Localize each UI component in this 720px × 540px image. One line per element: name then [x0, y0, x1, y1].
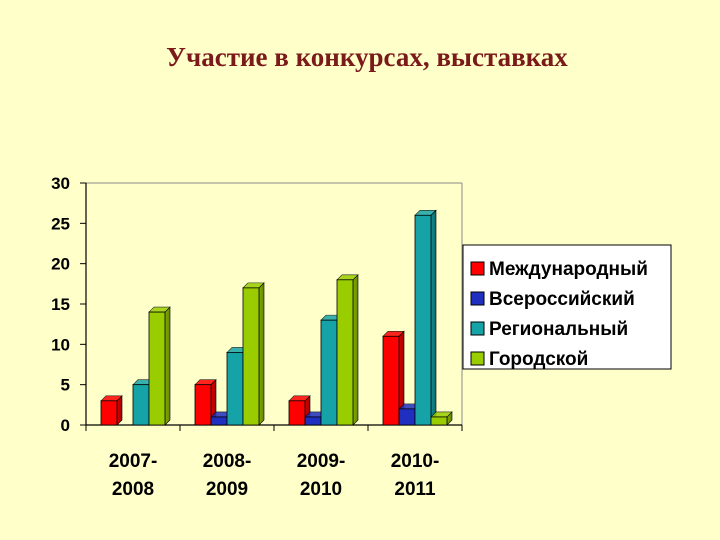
x-category-label: 2009 — [206, 479, 248, 500]
x-category-label: 2009- — [297, 451, 346, 472]
y-tick-label: 10 — [51, 335, 70, 354]
bar-side-shade — [447, 411, 452, 425]
legend-swatch — [470, 261, 485, 276]
bar — [242, 287, 260, 426]
legend-swatch — [470, 321, 485, 336]
bar-side-shade — [165, 307, 170, 425]
bar — [132, 384, 150, 426]
bar — [226, 351, 244, 426]
legend-entry: Городской — [489, 349, 588, 370]
bar-side-shade — [353, 274, 358, 425]
legend-entry: Всероссийский — [489, 289, 635, 310]
bar — [414, 214, 432, 426]
y-tick-label: 25 — [51, 214, 70, 233]
x-category-label: 2010- — [391, 451, 440, 472]
x-category-label: 2007- — [109, 451, 158, 472]
bar — [320, 319, 338, 426]
bar — [210, 416, 228, 426]
y-tick-label: 20 — [51, 255, 70, 274]
legend-swatch — [470, 291, 485, 306]
bar — [382, 335, 400, 426]
legend-entry: Региональный — [489, 319, 628, 340]
bar — [304, 416, 322, 426]
bar-side-shade — [117, 395, 122, 425]
bar-side-shade — [431, 210, 436, 425]
bar-side-shade — [259, 282, 264, 425]
legend-swatch — [470, 351, 485, 366]
labels-layer: 0 5 10 15 20 25 30 2007- 2008 2008- 2009 2009- 2010 2… — [51, 174, 439, 500]
x-category-label: 2010 — [300, 479, 342, 500]
bar — [100, 400, 118, 426]
bars-layer — [100, 209, 453, 426]
bar — [336, 279, 354, 426]
legend-entry: Международный — [489, 259, 648, 280]
bar-side-shade — [399, 331, 404, 425]
page-title: Участие в конкурсах, выставках — [166, 42, 568, 72]
y-tick-label: 15 — [51, 295, 70, 314]
x-category-label: 2008- — [203, 451, 252, 472]
x-category-label: 2011 — [394, 479, 436, 500]
y-tick-label: 30 — [51, 174, 70, 193]
y-tick-label: 0 — [61, 416, 70, 435]
bar — [148, 311, 166, 426]
x-category-label: 2008 — [112, 479, 154, 500]
bar — [430, 416, 448, 426]
legend-box — [462, 244, 672, 370]
bar — [398, 408, 416, 426]
bar — [194, 384, 212, 426]
legend: Международный Всероссийский Региональный Го… — [462, 244, 672, 370]
y-tick-label: 5 — [61, 376, 70, 395]
bar — [288, 400, 306, 426]
